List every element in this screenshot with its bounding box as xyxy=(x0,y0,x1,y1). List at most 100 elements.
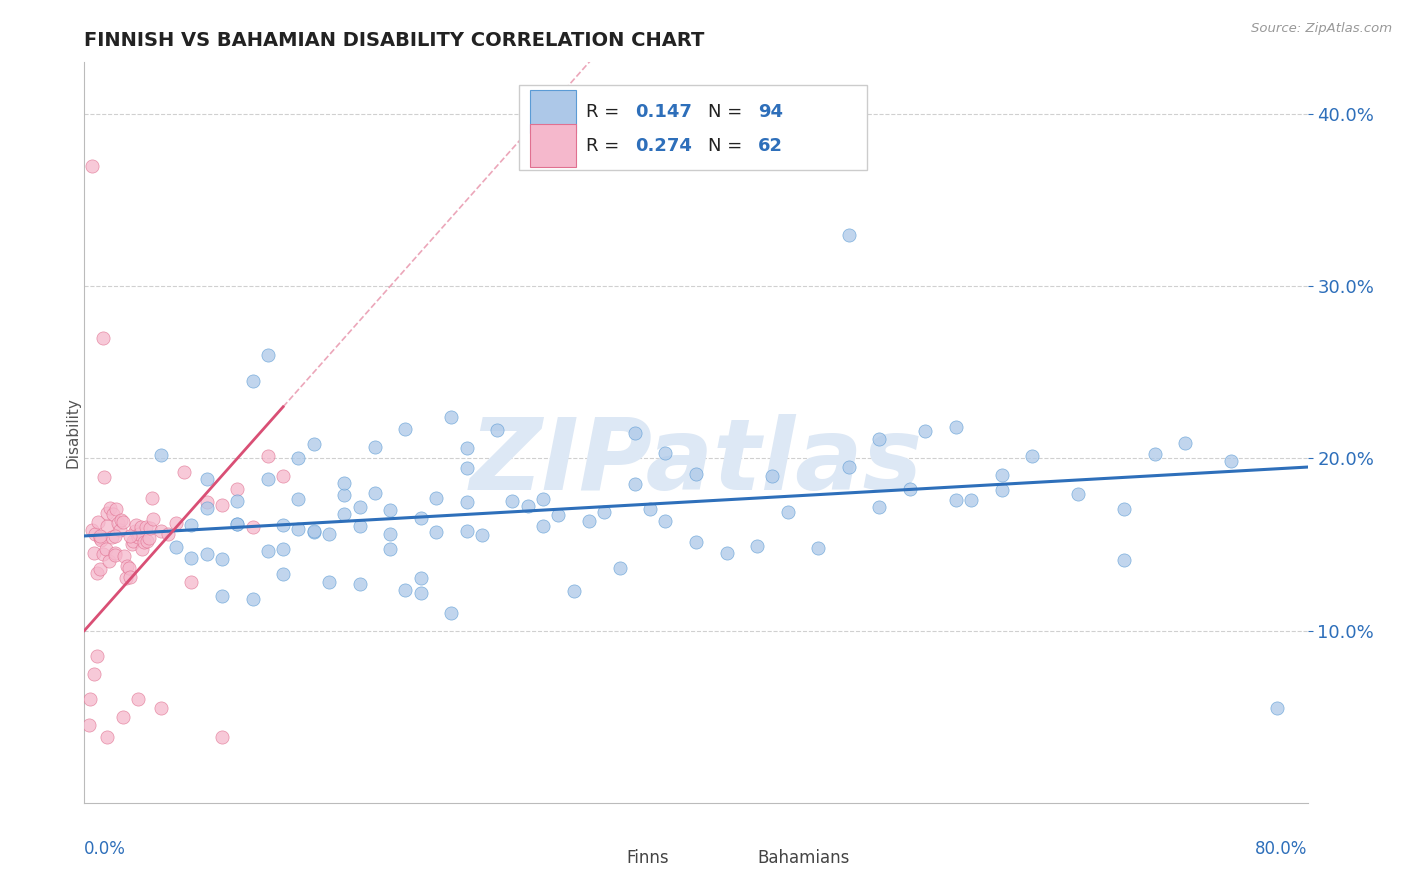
Point xyxy=(302,524,325,539)
Point xyxy=(318,527,340,541)
Point xyxy=(364,486,387,500)
Point xyxy=(125,517,148,532)
Point xyxy=(1114,553,1136,567)
Point xyxy=(456,495,478,509)
Point xyxy=(122,533,145,548)
Point xyxy=(242,591,264,606)
Text: N =: N = xyxy=(709,103,748,121)
FancyBboxPatch shape xyxy=(519,85,868,169)
Point xyxy=(838,460,860,475)
Point xyxy=(89,529,111,543)
Point xyxy=(83,666,105,681)
Point xyxy=(991,468,1014,483)
Point xyxy=(394,582,416,597)
Point xyxy=(127,530,149,544)
Point xyxy=(425,525,447,540)
Point xyxy=(807,541,830,556)
FancyBboxPatch shape xyxy=(530,90,576,134)
Point xyxy=(83,546,105,560)
Point xyxy=(838,227,860,242)
Point xyxy=(271,541,294,556)
Point xyxy=(776,505,799,519)
Point xyxy=(716,546,738,560)
Point xyxy=(111,709,134,723)
Point xyxy=(98,500,121,515)
Point xyxy=(195,495,218,509)
Point xyxy=(128,527,150,541)
Point xyxy=(105,501,128,516)
Point xyxy=(593,505,616,519)
Point xyxy=(139,521,162,535)
Point xyxy=(516,500,538,514)
Point xyxy=(226,516,249,531)
Point xyxy=(149,448,172,462)
Point xyxy=(90,533,112,547)
Point xyxy=(409,510,432,524)
Point xyxy=(86,566,108,581)
Point xyxy=(502,494,524,508)
Text: 62: 62 xyxy=(758,137,783,155)
Point xyxy=(945,492,967,507)
Point xyxy=(211,551,233,566)
Point xyxy=(654,514,676,528)
Point xyxy=(869,500,891,515)
Point xyxy=(349,519,371,533)
Point xyxy=(531,492,554,507)
Point xyxy=(302,437,325,451)
Point xyxy=(211,731,233,745)
Point xyxy=(394,422,416,436)
Point xyxy=(79,692,101,706)
Point xyxy=(271,566,294,581)
Point xyxy=(115,559,138,574)
Point xyxy=(1114,502,1136,516)
Point xyxy=(89,531,111,545)
Point xyxy=(242,374,264,388)
Point xyxy=(1265,701,1288,715)
Point xyxy=(960,493,983,508)
Point xyxy=(380,542,402,557)
Text: N =: N = xyxy=(709,137,748,155)
Point xyxy=(104,546,127,560)
Point xyxy=(112,549,135,563)
Point xyxy=(80,159,103,173)
Point xyxy=(302,524,325,538)
Point xyxy=(1143,447,1166,461)
Point xyxy=(226,493,249,508)
Point xyxy=(456,441,478,455)
Point xyxy=(96,506,118,520)
Point xyxy=(638,502,661,516)
Point xyxy=(287,492,309,507)
Point xyxy=(101,530,124,544)
Point xyxy=(562,583,585,598)
Point xyxy=(103,507,125,521)
Point xyxy=(195,547,218,561)
Point xyxy=(141,491,163,506)
Point xyxy=(108,524,131,538)
FancyBboxPatch shape xyxy=(530,125,576,168)
Point xyxy=(104,529,127,543)
Point xyxy=(226,516,249,531)
Point xyxy=(1067,487,1090,501)
Point xyxy=(110,512,132,526)
Point xyxy=(104,549,127,563)
Point xyxy=(425,491,447,506)
Point xyxy=(114,570,136,584)
Point xyxy=(127,692,149,706)
Point xyxy=(486,423,509,437)
Point xyxy=(86,649,108,664)
Point xyxy=(869,432,891,446)
Point xyxy=(180,574,202,589)
Text: R =: R = xyxy=(586,137,624,155)
Point xyxy=(945,419,967,434)
Point xyxy=(287,521,309,535)
Point xyxy=(257,449,280,463)
Text: 94: 94 xyxy=(758,103,783,121)
Point xyxy=(87,516,110,530)
Point xyxy=(654,446,676,460)
Point xyxy=(118,561,141,575)
Point xyxy=(257,544,280,558)
Text: Bahamians: Bahamians xyxy=(758,849,849,867)
Text: FINNISH VS BAHAMIAN DISABILITY CORRELATION CHART: FINNISH VS BAHAMIAN DISABILITY CORRELATI… xyxy=(84,30,704,50)
Y-axis label: Disability: Disability xyxy=(66,397,80,468)
FancyBboxPatch shape xyxy=(711,844,754,876)
